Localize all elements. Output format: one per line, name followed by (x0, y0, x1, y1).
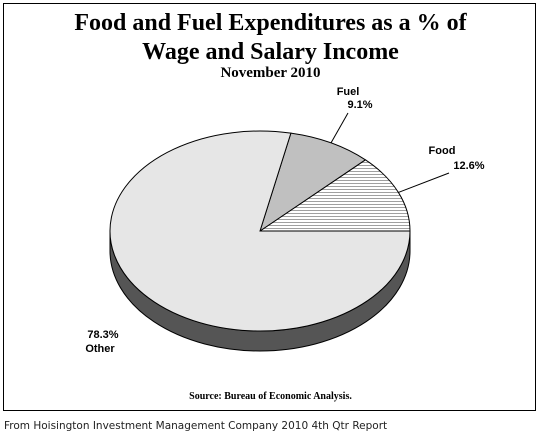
pie-slice-other (109, 130, 411, 332)
chart-subtitle: November 2010 (220, 65, 321, 81)
leader-line-fuel (330, 112, 349, 144)
source-caption: From Hoisington Investment Management Co… (4, 420, 388, 432)
pie-chart: Food 12.6% Fuel 9.1% 78.3% Other (85, 86, 484, 355)
slice-value-other: 78.3% (87, 329, 118, 341)
slice-value-fuel: 9.1% (347, 99, 372, 111)
pie-slice-fuel (259, 132, 367, 233)
chart-title-line2: Wage and Salary Income (142, 39, 399, 65)
slice-label-food: Food (429, 145, 456, 157)
leader-line-food (398, 172, 450, 193)
slice-label-fuel: Fuel (337, 86, 360, 98)
slice-value-food: 12.6% (453, 160, 484, 172)
chart-title-line1: Food and Fuel Expenditures as a % of (74, 10, 467, 36)
slice-label-other: Other (85, 343, 115, 355)
chart-source: Source: Bureau of Economic Analysis. (189, 391, 352, 402)
